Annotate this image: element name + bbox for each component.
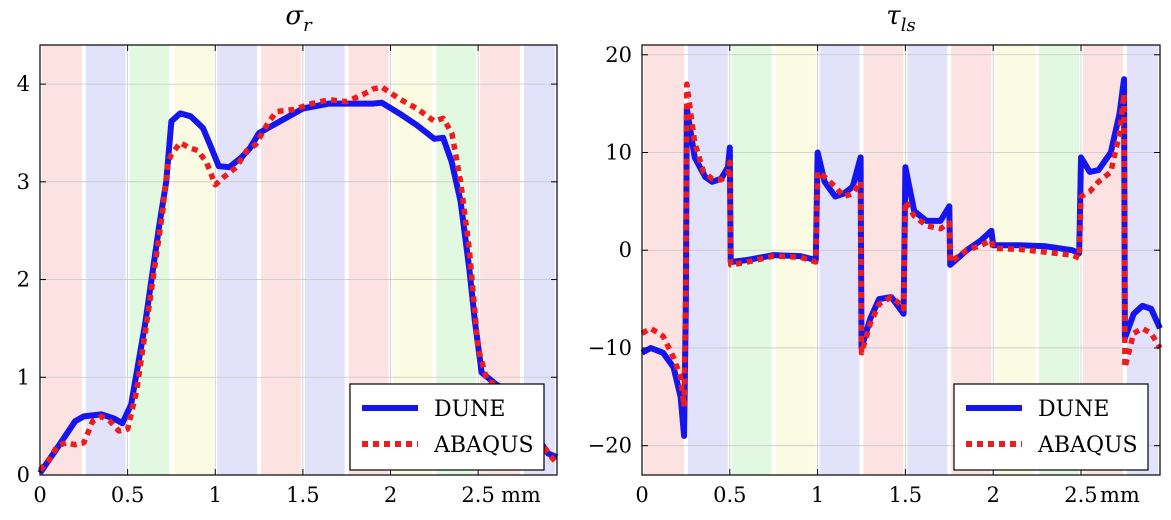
legend-label-abaqus: ABAQUS	[433, 433, 534, 458]
x-tick-label: 0	[33, 483, 46, 507]
x-tick-label: 1	[811, 483, 824, 507]
series-lines	[640, 76, 1163, 439]
x-tick-label: 1.5	[286, 483, 319, 507]
x-tick-label: 2	[986, 483, 999, 507]
x-tick-labels: 0 0.5 1 1.5 2 2.5	[635, 483, 1097, 507]
layer-band	[42, 45, 82, 475]
series-lines	[37, 84, 560, 475]
y-tick-label: 0	[17, 463, 30, 487]
layer-band	[173, 45, 214, 475]
plot-frame	[39, 44, 558, 476]
y-tick-labels: 0 1 2 3 4	[17, 72, 30, 487]
layer-band	[907, 45, 948, 475]
legend-box	[953, 383, 1149, 471]
layer-band	[217, 45, 258, 475]
legend-box	[349, 383, 545, 471]
x-tick-label: 1.5	[889, 483, 922, 507]
x-tick-labels: 0 0.5 1 1.5 2 2.5	[33, 483, 495, 507]
x-tick-label: 2.5	[461, 483, 494, 507]
y-tick-label: 2	[17, 268, 30, 292]
sigma-r-chart: 0 0.5 1 1.5 2 2.5 0 1 2 3 4 mm σr DUNE ABAQUS	[17, 1, 560, 507]
legend-label-dune: DUNE	[434, 397, 506, 422]
legend-label-dune: DUNE	[1038, 397, 1110, 422]
y-tick-label: −10	[588, 336, 632, 360]
x-tick-label: 2	[384, 483, 397, 507]
x-tick-label: 2.5	[1064, 483, 1097, 507]
layer-band	[304, 45, 345, 475]
x-tick-label: 1	[209, 483, 222, 507]
series-line-abaqus	[37, 84, 560, 472]
x-unit-label: mm	[501, 483, 541, 507]
y-tick-label: 10	[605, 141, 632, 165]
chart-title: τls	[886, 1, 915, 36]
y-tick-label: 20	[605, 43, 632, 67]
plot-frame	[641, 44, 1161, 476]
layer-band	[129, 45, 170, 475]
y-tick-label: 0	[619, 238, 632, 262]
layer-band	[819, 45, 860, 475]
x-tick-label: 0	[635, 483, 648, 507]
y-tick-label: −20	[588, 434, 632, 458]
y-tick-label: 3	[17, 170, 30, 194]
x-tick-label: 0.5	[111, 483, 144, 507]
layer-band	[644, 45, 684, 475]
y-tick-label: 4	[17, 72, 30, 96]
tick-marks	[39, 45, 557, 476]
legend: DUNE ABAQUS	[953, 383, 1149, 471]
legend: DUNE ABAQUS	[349, 383, 545, 471]
layer-band	[863, 45, 904, 475]
x-tick-label: 0.5	[713, 483, 746, 507]
tau-ls-chart: 0 0.5 1 1.5 2 2.5 20 10 0 −10 −20 mm τls DUNE ABA…	[588, 1, 1163, 507]
y-tick-labels: 20 10 0 −10 −20	[588, 43, 632, 458]
legend-label-abaqus: ABAQUS	[1037, 433, 1138, 458]
layer-band	[85, 45, 126, 475]
tick-marks	[641, 45, 1160, 475]
chart-title: σr	[285, 1, 313, 36]
x-unit-label: mm	[1100, 483, 1140, 507]
y-tick-label: 1	[17, 365, 30, 389]
layer-band	[687, 45, 728, 475]
